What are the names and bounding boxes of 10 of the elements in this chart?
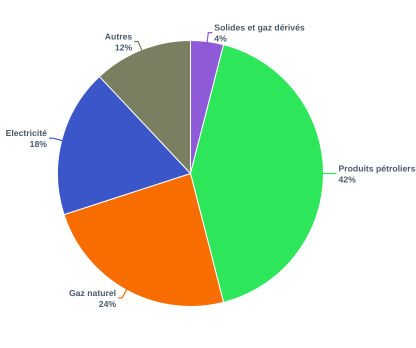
slice-label: Electricité [6,128,48,138]
data-label: 18% [30,139,48,150]
slice-label: Solides et gaz dérivés [214,22,305,33]
data-label: 24% [98,298,116,309]
slice-label: Produits pétroliers [338,164,416,174]
data-label: 42% [338,174,356,184]
data-label: 4% [214,34,228,44]
data-label: 12% [114,42,133,52]
slice-label: Autres [104,31,132,42]
slice-label: Gaz naturel [68,288,116,298]
